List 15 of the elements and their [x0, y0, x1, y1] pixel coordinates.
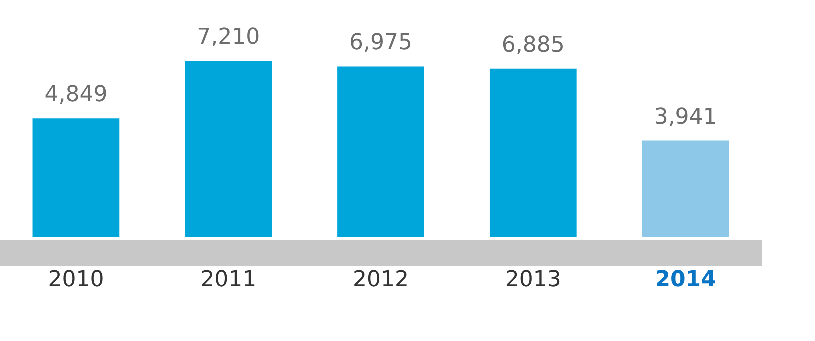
x-tick-label: 2010 — [48, 268, 104, 292]
bar — [490, 68, 577, 237]
x-tick-label: 2011 — [200, 268, 257, 292]
bar — [185, 61, 272, 237]
x-tick-label: 2014 — [655, 268, 716, 292]
data-label: 6,975 — [350, 30, 412, 56]
x-tick-label: 2013 — [505, 268, 562, 292]
bar — [32, 118, 120, 237]
data-label: 6,885 — [502, 32, 565, 58]
data-label: 3,941 — [654, 104, 718, 130]
data-label: 7,210 — [197, 25, 260, 50]
data-label: 4,849 — [44, 82, 108, 108]
bar — [642, 140, 730, 237]
x-tick-label: 2012 — [353, 268, 409, 292]
bar — [338, 66, 424, 237]
